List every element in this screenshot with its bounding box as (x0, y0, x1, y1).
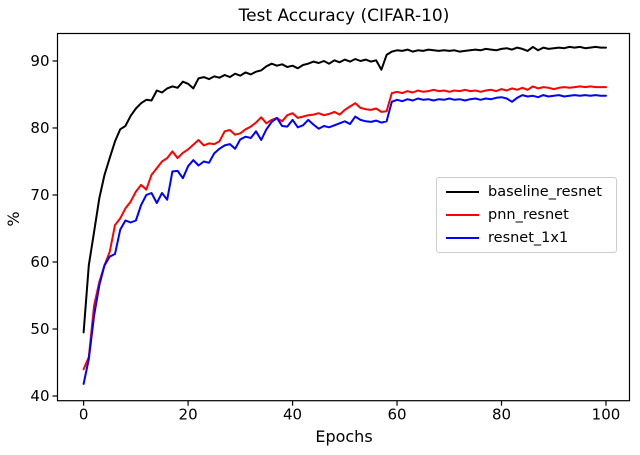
chart-title: Test Accuracy (CIFAR-10) (238, 6, 450, 26)
legend: baseline_resnet pnn_resnet resnet_1x1 (436, 177, 617, 253)
y-axis-label: % (4, 211, 23, 227)
x-tick-label: 60 (387, 406, 406, 424)
x-tick-label: 0 (79, 406, 89, 424)
y-tick-label: 80 (30, 119, 49, 137)
y-tick-label: 90 (30, 52, 49, 70)
y-tick-label: 50 (30, 320, 49, 338)
y-tick-label: 70 (30, 186, 49, 204)
chart-line-baseline_resnet (82, 45, 607, 334)
x-tick-label: 80 (492, 406, 511, 424)
legend-line-swatch-red (446, 213, 479, 216)
legend-item: baseline_resnet (446, 180, 607, 203)
x-tick-label: 40 (283, 406, 302, 424)
legend-item: pnn_resnet (446, 203, 607, 226)
legend-item: resnet_1x1 (446, 227, 607, 250)
x-tick-label: 100 (592, 406, 621, 424)
legend-label: pnn_resnet (488, 206, 569, 223)
chart-line-resnet_1x1 (82, 94, 607, 385)
legend-line-swatch-black (446, 190, 479, 193)
x-axis-label: Epochs (315, 427, 373, 446)
legend-label: baseline_resnet (488, 183, 602, 200)
axes-spines (56, 32, 631, 402)
y-tick-label: 60 (30, 253, 49, 271)
x-tick-label: 20 (179, 406, 198, 424)
chart-line-pnn_resnet (82, 85, 607, 371)
legend-label: resnet_1x1 (488, 230, 569, 247)
y-tick-label: 40 (30, 387, 49, 405)
legend-line-swatch-blue (446, 237, 479, 240)
